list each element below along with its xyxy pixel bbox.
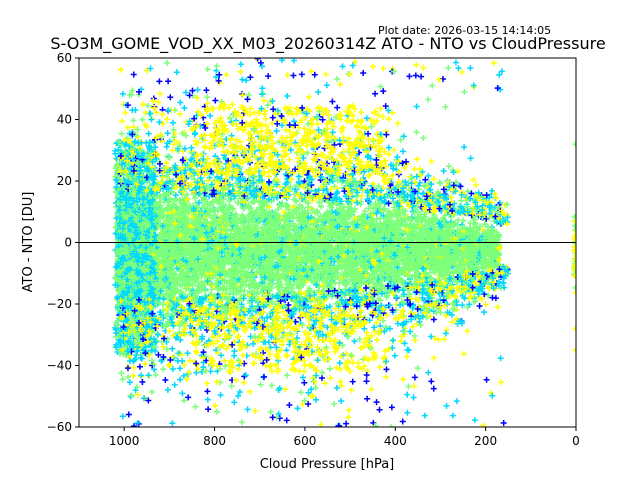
scatter-point bbox=[130, 117, 137, 124]
scatter-point bbox=[206, 193, 213, 200]
scatter-point bbox=[362, 208, 369, 215]
scatter-point bbox=[326, 303, 333, 310]
chart-title: S-O3M_GOME_VOD_XX_M03_20260314Z ATO - NT… bbox=[50, 34, 606, 53]
scatter-points bbox=[112, 58, 576, 427]
plot-date-text: Plot date: 2026-03-15 14:14:05 bbox=[378, 24, 552, 37]
scatter-point bbox=[367, 202, 374, 209]
